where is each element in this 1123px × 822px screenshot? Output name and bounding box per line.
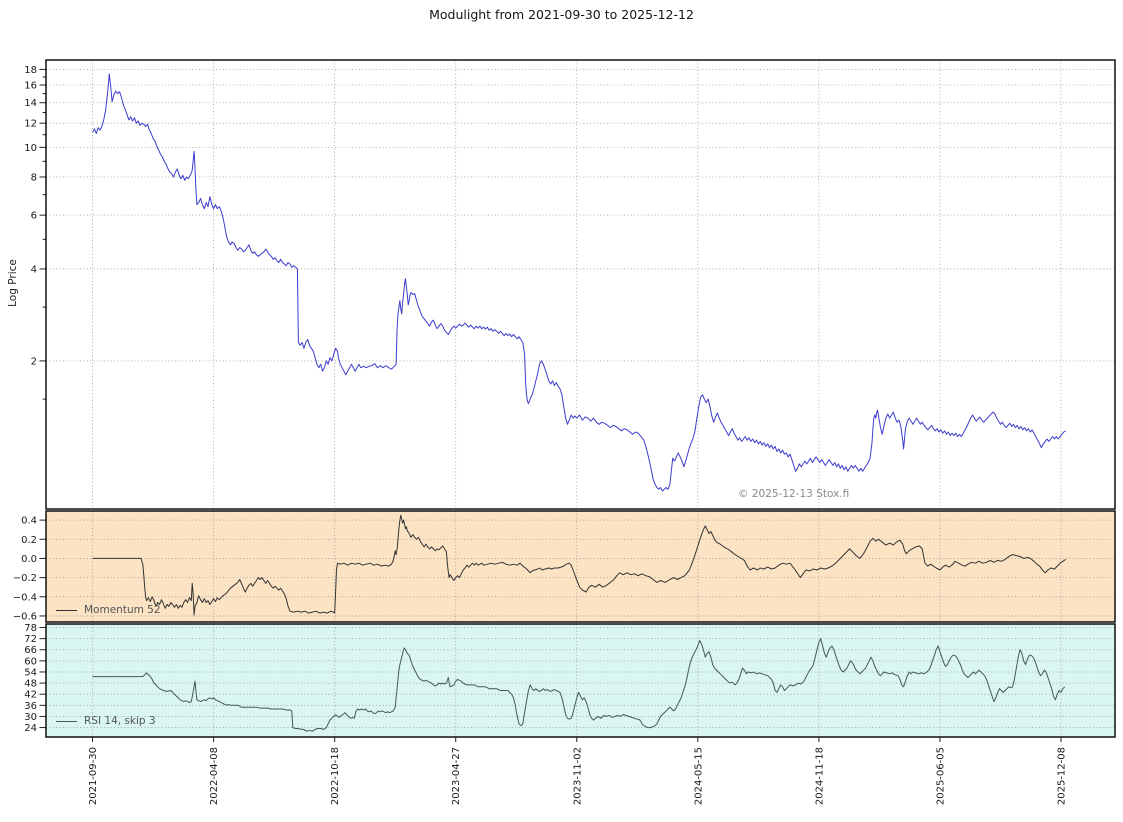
- chart-title: Modulight from 2021-09-30 to 2025-12-12: [429, 7, 694, 22]
- y-tick-label: 2: [31, 356, 37, 367]
- rsi-background: [46, 624, 1115, 737]
- y-tick-label: 12: [24, 119, 37, 130]
- rsi-border: [45, 623, 1116, 738]
- y-tick-label: 54: [24, 667, 37, 678]
- x-tick-label: 2022-04-08: [209, 747, 220, 805]
- x-tick-label: 2021-09-30: [88, 747, 99, 805]
- momentum-panel: 0.4 0.2 0.0 −0.2 −0.4 −0.6: [13, 510, 1116, 623]
- watermark: © 2025-12-13 Stox.fi: [738, 488, 850, 500]
- y-tick-label: 0.0: [21, 554, 37, 565]
- y-tick-label: −0.4: [13, 592, 37, 603]
- y-tick-label: 10: [24, 143, 37, 154]
- legend-label-momentum: Momentum 52: [84, 604, 161, 616]
- log-price-border: [45, 59, 1116, 510]
- momentum-line: [92, 514, 1066, 616]
- legend-rsi: RSI 14, skip 3: [56, 715, 156, 727]
- log-price-line: [92, 73, 1066, 492]
- y-tick-label: 48: [24, 679, 37, 690]
- y-tick-label: 4: [31, 264, 37, 275]
- y-tick-label: 60: [24, 656, 37, 667]
- y-tick-label: 18: [24, 65, 37, 76]
- log-price-panel: 18 16 14 12 10 8 6 4 2: [24, 59, 1116, 510]
- x-tick-label: 2023-04-27: [451, 747, 462, 805]
- y-tick-label: 42: [24, 690, 37, 701]
- momentum-border: [45, 510, 1116, 623]
- y-tick-label: 14: [24, 98, 37, 109]
- y-tick-label: 30: [24, 712, 37, 723]
- legend-line-rsi: [56, 720, 77, 722]
- x-tick-label: 2023-11-02: [572, 747, 583, 805]
- y-tick-label: 36: [24, 701, 37, 712]
- x-tick-label: 2024-05-15: [693, 747, 704, 805]
- y-tick-label: 8: [31, 172, 37, 183]
- y-tick-label: 16: [24, 81, 37, 92]
- y-tick-label: 0.2: [21, 535, 37, 546]
- y-tick-label: 6: [31, 211, 37, 222]
- x-tick-label: 2025-12-08: [1056, 747, 1067, 805]
- rsi-line: [92, 638, 1066, 732]
- y-tick-label: 72: [24, 634, 37, 645]
- x-tick-label: 2024-11-18: [814, 747, 825, 805]
- y-tick-label: −0.6: [13, 611, 37, 622]
- legend-line-momentum: [56, 609, 77, 611]
- x-tick-label: 2025-06-05: [935, 747, 946, 805]
- legend-momentum: Momentum 52: [56, 604, 161, 616]
- y-tick-label: 78: [24, 623, 37, 634]
- y-tick-label: 24: [24, 723, 37, 734]
- legend-label-rsi: RSI 14, skip 3: [84, 715, 156, 727]
- log-price-background: [46, 60, 1115, 509]
- y-tick-label: 66: [24, 645, 37, 656]
- y-tick-label: 0.4: [21, 516, 37, 527]
- x-tick-label: 2022-10-18: [330, 747, 341, 805]
- momentum-background: [46, 511, 1115, 622]
- y-axis-label: Log Price: [7, 259, 19, 307]
- y-tick-label: −0.2: [13, 573, 37, 584]
